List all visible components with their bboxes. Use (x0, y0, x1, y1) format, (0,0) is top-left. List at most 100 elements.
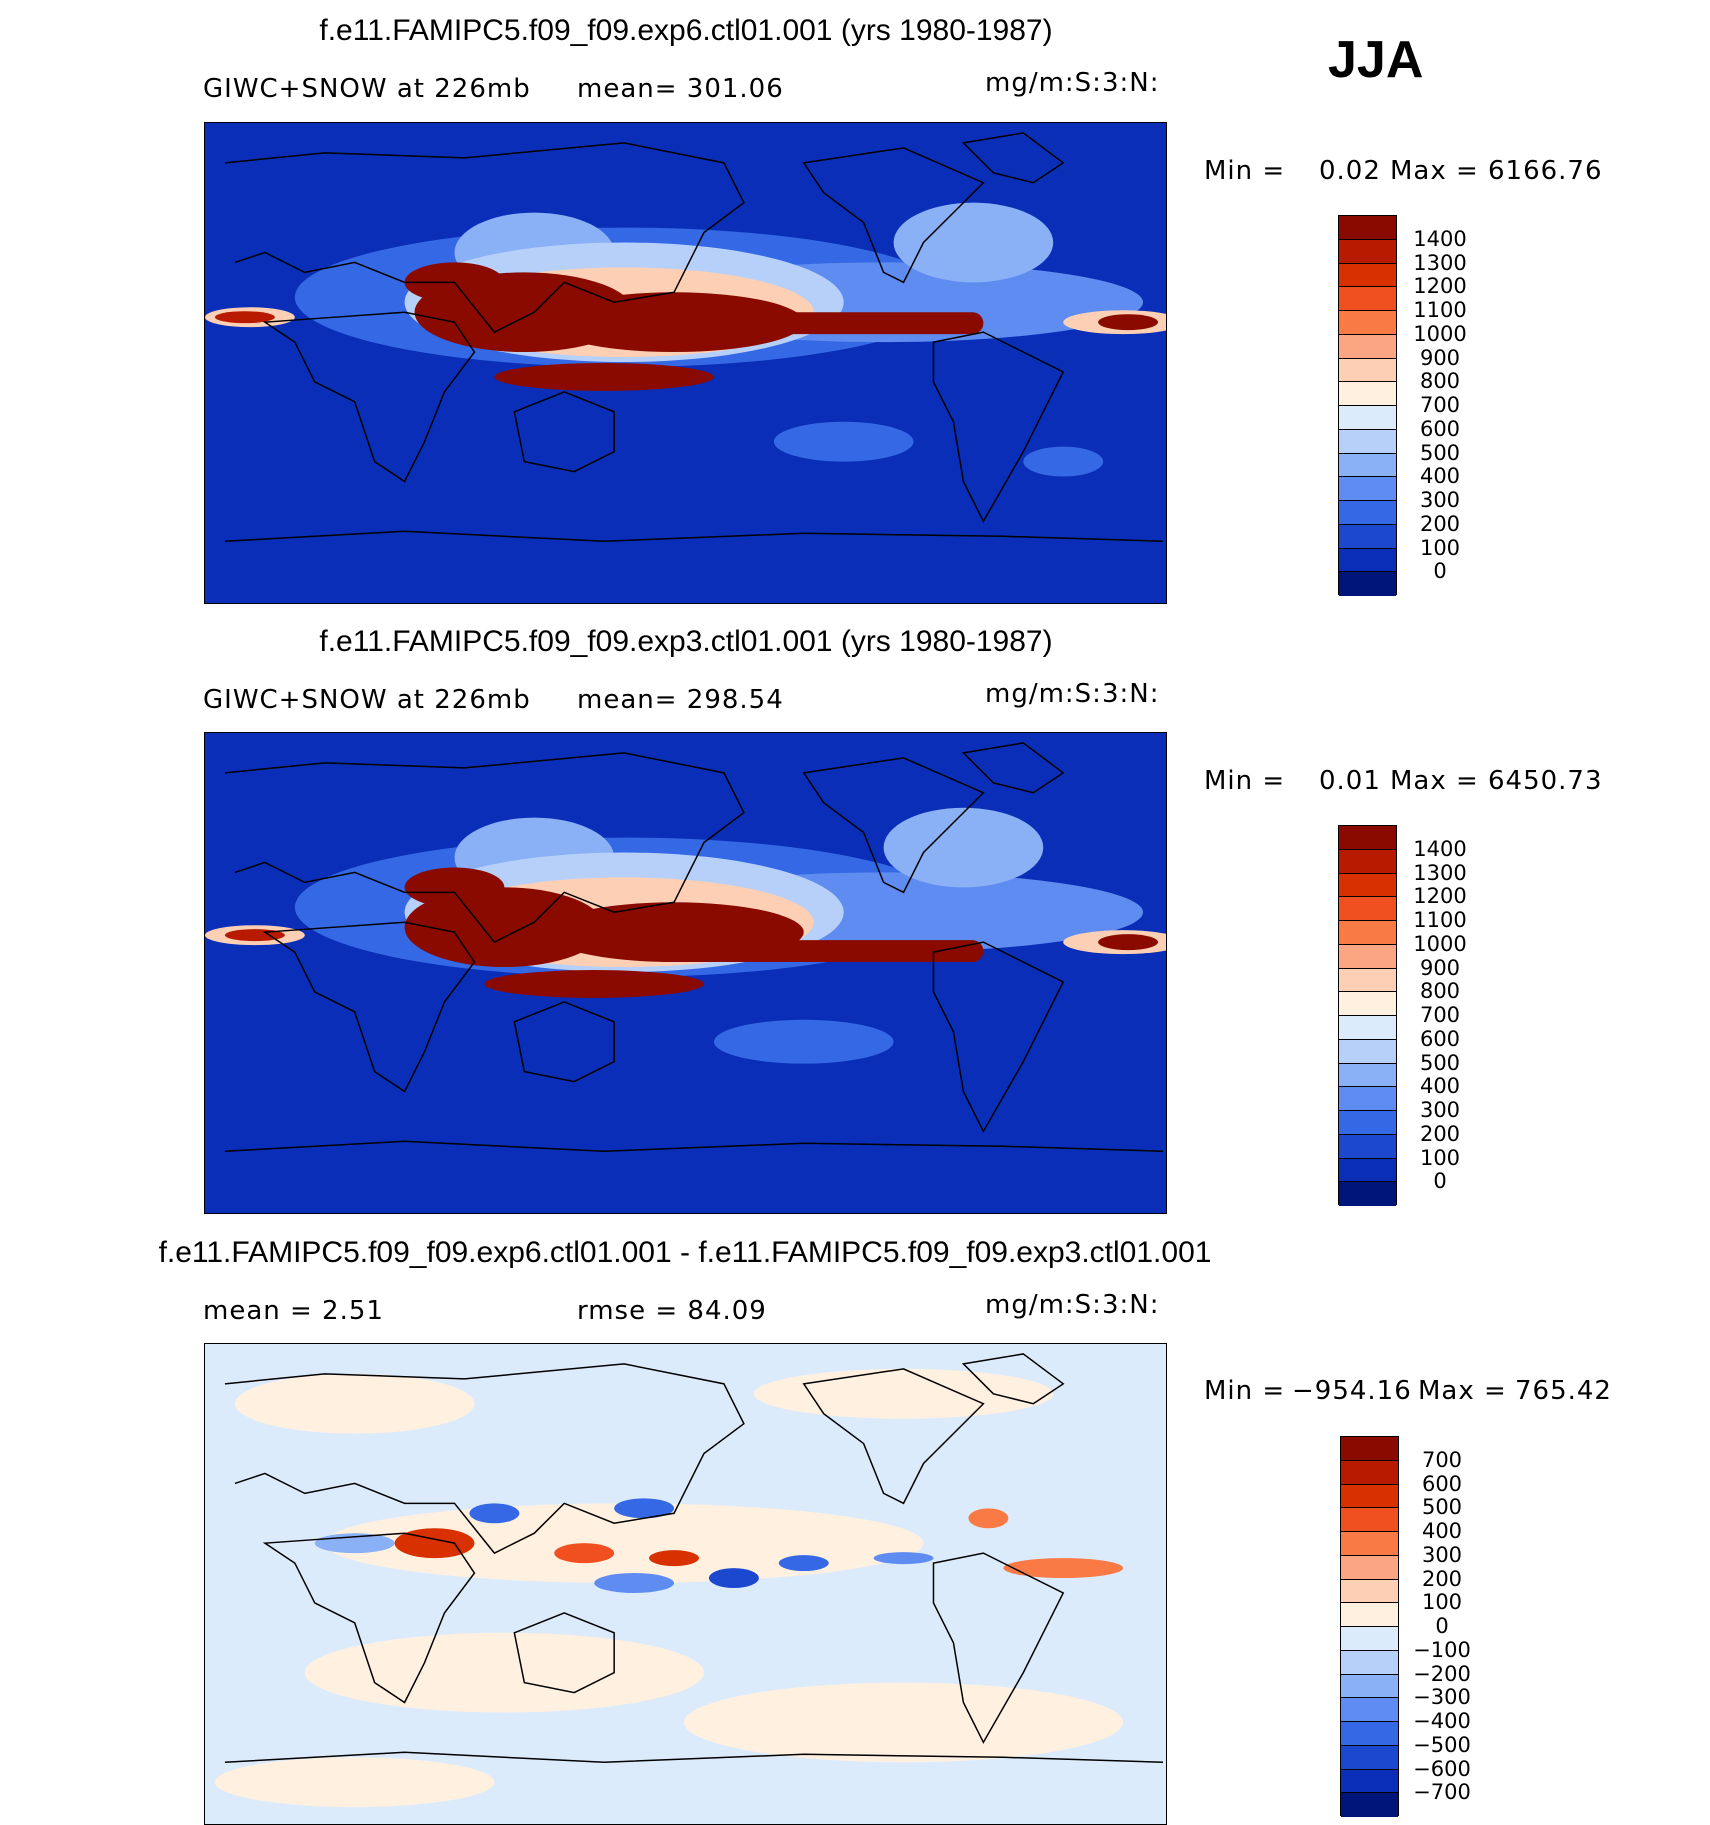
colorbar-swatch (1339, 311, 1396, 335)
colorbar-tick-label: 600 (1419, 1026, 1461, 1051)
colorbar-tick-label: 100 (1419, 1145, 1461, 1170)
panel2-mean: mean= 298.54 (577, 685, 784, 715)
colorbar-swatch (1341, 1745, 1398, 1770)
panel2-colorbar (1338, 825, 1397, 1206)
colorbar-tick-label: 1400 (1413, 836, 1467, 861)
colorbar-swatch (1341, 1484, 1398, 1509)
colorbar-swatch (1339, 968, 1396, 993)
panel3-max-label: Max = (1418, 1376, 1507, 1406)
panel1-min-value: 0.02 (1319, 156, 1381, 186)
colorbar-tick-label: 300 (1421, 1542, 1463, 1567)
colorbar-tick-label: 1000 (1413, 321, 1467, 346)
colorbar-tick-label: 400 (1421, 1519, 1463, 1543)
colorbar-swatch (1339, 334, 1396, 359)
colorbar-tick-label: 0 (1435, 1614, 1449, 1638)
colorbar-tick-label: −100 (1413, 1637, 1471, 1662)
colorbar-tick-label: 900 (1419, 345, 1461, 370)
panel3-max-value: 765.42 (1515, 1376, 1612, 1406)
colorbar-tick-label: 700 (1421, 1447, 1463, 1472)
panel3-map (204, 1343, 1167, 1825)
colorbar-tick-label: −600 (1413, 1756, 1471, 1781)
colorbar-tick-label: 600 (1419, 416, 1461, 441)
colorbar-tick-label: 1000 (1413, 931, 1467, 956)
panel2-max-value: 6450.73 (1488, 766, 1603, 796)
panel1-title: f.e11.FAMIPC5.f09_f09.exp6.ctl01.001 (yr… (319, 14, 1053, 47)
colorbar-swatch (1339, 1158, 1396, 1183)
panel2-field-label: GIWC+SNOW at 226mb (203, 685, 531, 715)
colorbar-swatch (1341, 1460, 1398, 1485)
colorbar-tick-label: 0 (1433, 1169, 1447, 1194)
colorbar-tick-label: 300 (1419, 1098, 1461, 1122)
panel1-colorbar (1338, 215, 1397, 596)
colorbar-tick-label: 1100 (1413, 298, 1467, 322)
panel3-map-svg (205, 1344, 1166, 1824)
colorbar-swatch (1341, 1698, 1398, 1722)
season-label: JJA (1328, 31, 1424, 89)
panel1-field-label: GIWC+SNOW at 226mb (203, 74, 531, 104)
colorbar-swatch (1339, 477, 1396, 501)
colorbar-swatch (1339, 501, 1396, 525)
colorbar-tick-label: 100 (1421, 1590, 1463, 1615)
colorbar-swatch (1339, 239, 1396, 264)
colorbar-tick-label: 1400 (1413, 226, 1467, 251)
panel1-max-label: Max = (1390, 156, 1479, 186)
colorbar-tick-label: 200 (1421, 1566, 1463, 1591)
colorbar-tick-label: 1200 (1413, 274, 1467, 299)
colorbar-swatch (1341, 1674, 1398, 1699)
panel3-coastlines (224, 1353, 1164, 1764)
colorbar-tick-label: 800 (1419, 979, 1461, 1004)
colorbar-swatch (1339, 1039, 1396, 1064)
colorbar-tick-label: 1100 (1413, 908, 1467, 932)
panel1-max-value: 6166.76 (1488, 156, 1603, 186)
colorbar-swatch (1339, 524, 1396, 549)
panel2-max-label: Max = (1390, 766, 1479, 796)
panel2-field (205, 807, 1166, 1064)
colorbar-swatch (1339, 873, 1396, 898)
colorbar-swatch (1341, 1650, 1398, 1675)
colorbar-tick-label: 0 (1433, 559, 1447, 584)
colorbar-swatch (1339, 921, 1396, 945)
colorbar-swatch (1339, 992, 1396, 1016)
colorbar-tick-label: 800 (1419, 369, 1461, 394)
panel3-min-label: Min = (1204, 1376, 1286, 1406)
panel2-map-svg (205, 733, 1166, 1213)
colorbar-swatch (1339, 263, 1396, 288)
colorbar-swatch (1339, 1111, 1396, 1135)
colorbar-tick-label: 500 (1421, 1495, 1463, 1520)
colorbar-swatch (1339, 849, 1396, 874)
colorbar-swatch (1339, 1134, 1396, 1159)
colorbar-swatch (1339, 358, 1396, 383)
colorbar-swatch (1339, 826, 1396, 850)
colorbar-swatch (1339, 572, 1396, 596)
colorbar-tick-label: 200 (1419, 1121, 1461, 1146)
colorbar-tick-label: 500 (1419, 440, 1461, 465)
colorbar-swatch (1339, 548, 1396, 573)
colorbar-tick-label: 200 (1419, 511, 1461, 536)
colorbar-tick-label: −700 (1413, 1780, 1471, 1805)
panel2-min-value: 0.01 (1319, 766, 1381, 796)
colorbar-swatch (1341, 1722, 1398, 1746)
colorbar-tick-label: −500 (1413, 1732, 1471, 1757)
panel3-min-value: −954.16 (1292, 1376, 1412, 1406)
panel1-mean: mean= 301.06 (577, 74, 784, 104)
panel1-field (205, 202, 1166, 477)
panel1-coastlines (224, 132, 1164, 543)
colorbar-swatch (1339, 897, 1396, 921)
colorbar-swatch (1339, 429, 1396, 454)
colorbar-tick-label: −300 (1413, 1685, 1471, 1710)
colorbar-tick-label: 500 (1419, 1050, 1461, 1075)
panel3-title: f.e11.FAMIPC5.f09_f09.exp6.ctl01.001 - f… (158, 1236, 1212, 1269)
colorbar-swatch (1341, 1508, 1398, 1532)
colorbar-swatch (1339, 1182, 1396, 1206)
panel2-units: mg/m:S:3:N: (985, 679, 1160, 709)
colorbar-swatch (1339, 1016, 1396, 1040)
panel2-coastlines (224, 742, 1164, 1153)
colorbar-tick-label: 1300 (1413, 250, 1467, 275)
colorbar-swatch (1339, 944, 1396, 969)
panel2-title: f.e11.FAMIPC5.f09_f09.exp3.ctl01.001 (yr… (319, 625, 1053, 658)
panel1-map-svg (205, 123, 1166, 603)
colorbar-tick-label: 400 (1419, 464, 1461, 489)
colorbar-swatch (1339, 382, 1396, 406)
colorbar-swatch (1341, 1769, 1398, 1794)
panel3-rmse: rmse = 84.09 (577, 1296, 767, 1326)
